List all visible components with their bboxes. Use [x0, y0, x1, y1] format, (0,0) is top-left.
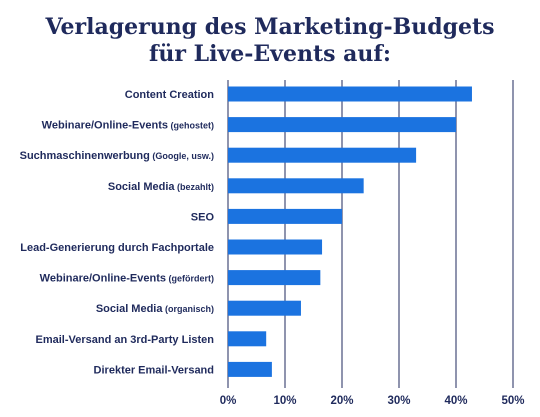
category-label: Email-Versand an 3rd-Party Listen — [35, 334, 214, 346]
bar — [228, 117, 456, 133]
x-tick-label: 0% — [220, 395, 237, 407]
bar — [228, 270, 321, 286]
category-label: Social Media (bezahlt) — [108, 181, 214, 193]
chart-title-line-1: Verlagerung des Marketing-Budgets — [45, 14, 495, 40]
bar — [228, 331, 267, 347]
category-label: Direkter Email-Versand — [94, 364, 214, 376]
category-label: Content Creation — [125, 89, 215, 101]
x-axis-ticks: 0% 10% 20% 30% 40% 50% — [220, 395, 525, 407]
category-label: Social Media (organisch) — [96, 303, 214, 315]
x-tick-label: 10% — [273, 395, 296, 407]
category-label: Webinare/Online-Events (gehostet) — [42, 120, 214, 132]
x-tick-label: 50% — [501, 395, 524, 407]
bar — [228, 86, 472, 102]
bar — [228, 300, 301, 316]
bar — [228, 178, 364, 194]
x-tick-label: 30% — [387, 395, 410, 407]
category-label: Suchmaschinenwerbung (Google, usw.) — [20, 150, 214, 162]
category-label: Lead-Generierung durch Fachportale — [20, 242, 214, 254]
chart-title: Verlagerung des Marketing-Budgets für Li… — [0, 14, 540, 68]
bars — [228, 86, 472, 377]
bar — [228, 361, 272, 377]
bar — [228, 208, 342, 224]
category-label: SEO — [191, 211, 215, 223]
category-labels: Content Creation Webinare/Online-Events (… — [20, 89, 215, 376]
bar — [228, 147, 417, 163]
bar — [228, 239, 323, 255]
category-label: Webinare/Online-Events (gefördert) — [40, 273, 214, 285]
x-tick-label: 20% — [330, 395, 353, 407]
x-tick-label: 40% — [444, 395, 467, 407]
chart-title-line-2: für Live-Events auf: — [148, 41, 392, 67]
